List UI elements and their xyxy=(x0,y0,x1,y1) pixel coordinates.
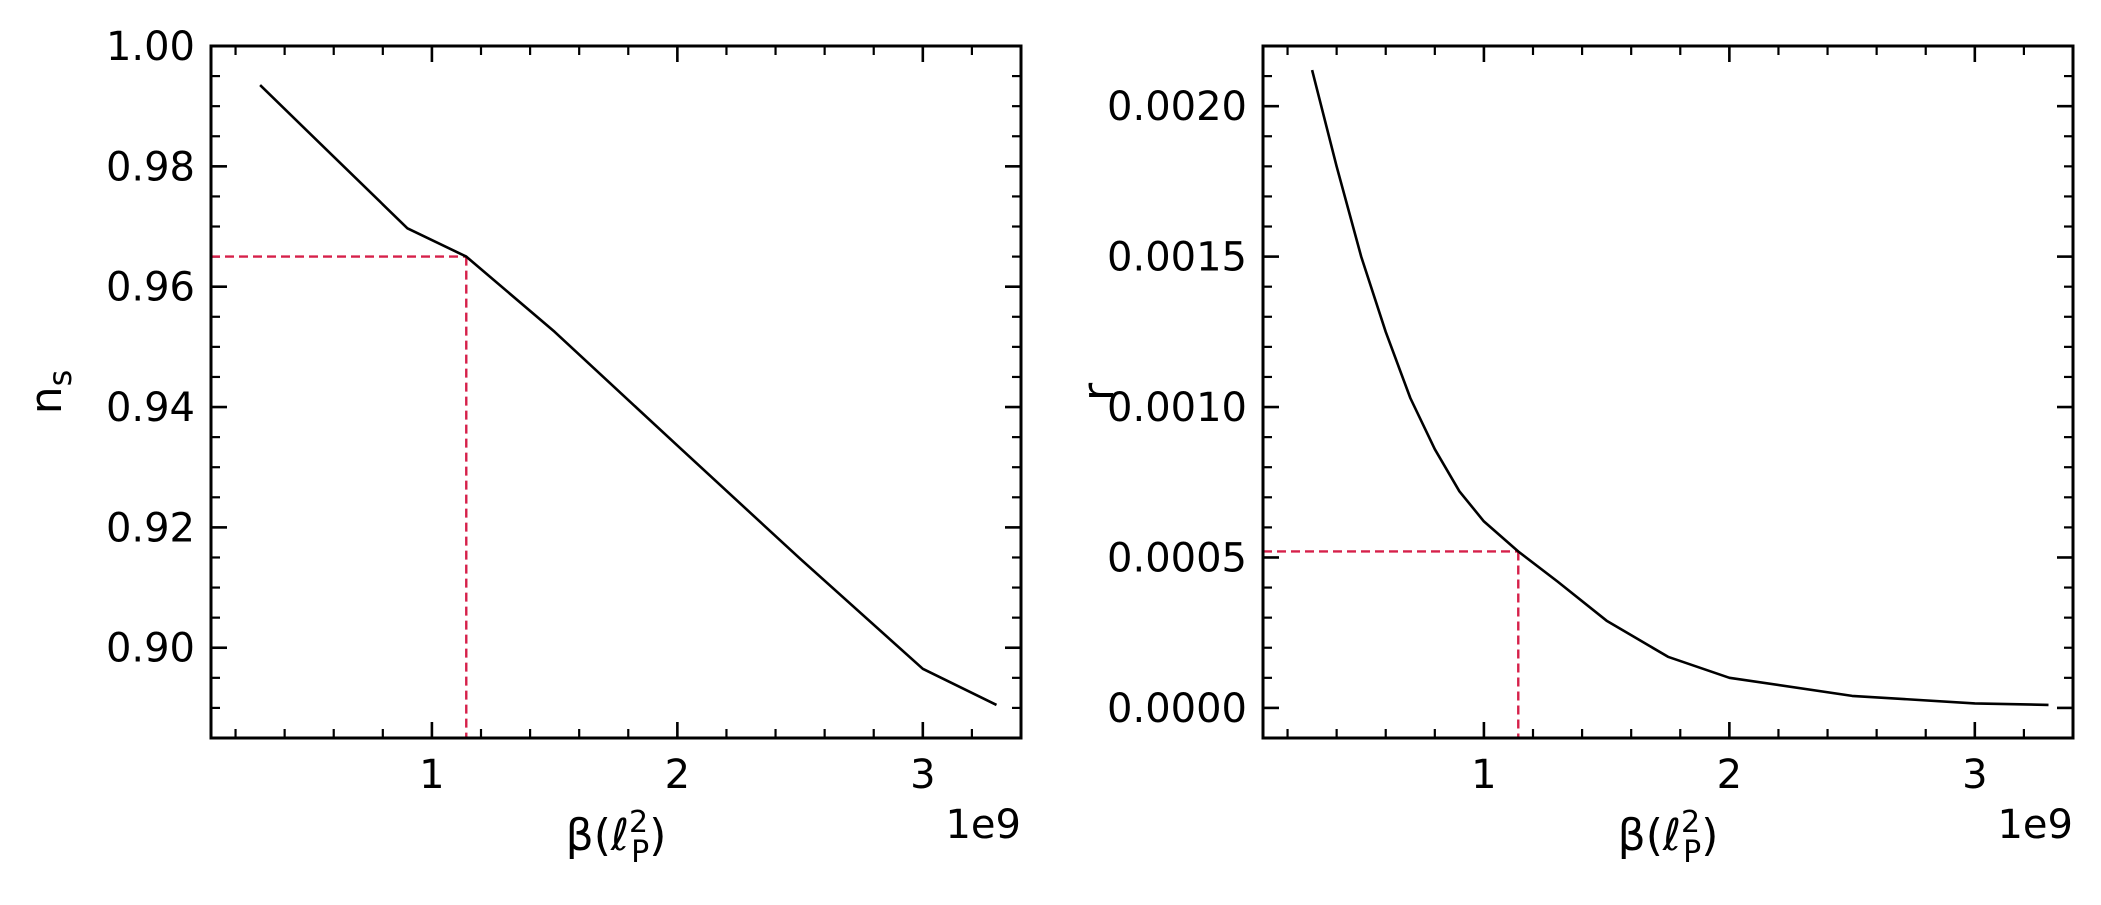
y-tick-label: 0.90 xyxy=(106,626,195,672)
y-tick-labels: 0.0000 0.0005 0.0010 0.0015 0.0020 xyxy=(1107,84,1247,732)
major-ticks xyxy=(211,44,1021,738)
x-offset-label: 1e9 xyxy=(945,802,1021,848)
reference-lines xyxy=(1263,550,1520,738)
y-tick-labels: 0.90 0.92 0.94 0.96 0.98 1.00 xyxy=(106,24,195,672)
x-tick-label: 1 xyxy=(419,752,444,798)
x-tick-label: 2 xyxy=(665,752,690,798)
y-tick-label: 0.0005 xyxy=(1107,535,1247,581)
x-tick-label: 2 xyxy=(1717,752,1742,798)
y-tick-label: 0.0010 xyxy=(1107,385,1247,431)
x-tick-label: 3 xyxy=(1962,752,1987,798)
curve-layer xyxy=(259,84,998,707)
y-tick-label: 0.0000 xyxy=(1107,686,1247,732)
y-axis-label: r xyxy=(1073,382,1124,401)
plot-frame xyxy=(1261,44,2075,740)
major-ticks xyxy=(1263,46,2073,738)
y-tick-label: 1.00 xyxy=(106,24,195,70)
y-axis-label: ns xyxy=(21,370,79,415)
reference-lines xyxy=(211,255,468,738)
x-tick-label: 3 xyxy=(910,752,935,798)
y-tick-label: 0.0020 xyxy=(1107,84,1247,130)
y-tick-label: 0.94 xyxy=(106,385,195,431)
curve-layer xyxy=(1310,69,2049,707)
r-panel: 1 2 3 0.0000 0.0005 0.0010 0.0015 0.0020 1e9 β… xyxy=(1073,44,2075,870)
x-axis-label: β(ℓ2 P) xyxy=(1618,805,1719,870)
series-line xyxy=(1310,69,2049,707)
y-tick-label: 0.92 xyxy=(106,505,195,551)
y-tick-label: 0.96 xyxy=(106,265,195,311)
series-line xyxy=(259,84,998,707)
x-tick-labels: 1 2 3 xyxy=(419,752,935,798)
x-offset-label: 1e9 xyxy=(1997,802,2073,848)
x-tick-labels: 1 2 3 xyxy=(1471,752,1987,798)
y-tick-label: 0.98 xyxy=(106,144,195,190)
x-tick-label: 1 xyxy=(1471,752,1496,798)
x-axis-label: β(ℓ2 P) xyxy=(566,805,667,870)
plot-frame xyxy=(209,44,1023,740)
y-tick-label: 0.0015 xyxy=(1107,235,1247,281)
